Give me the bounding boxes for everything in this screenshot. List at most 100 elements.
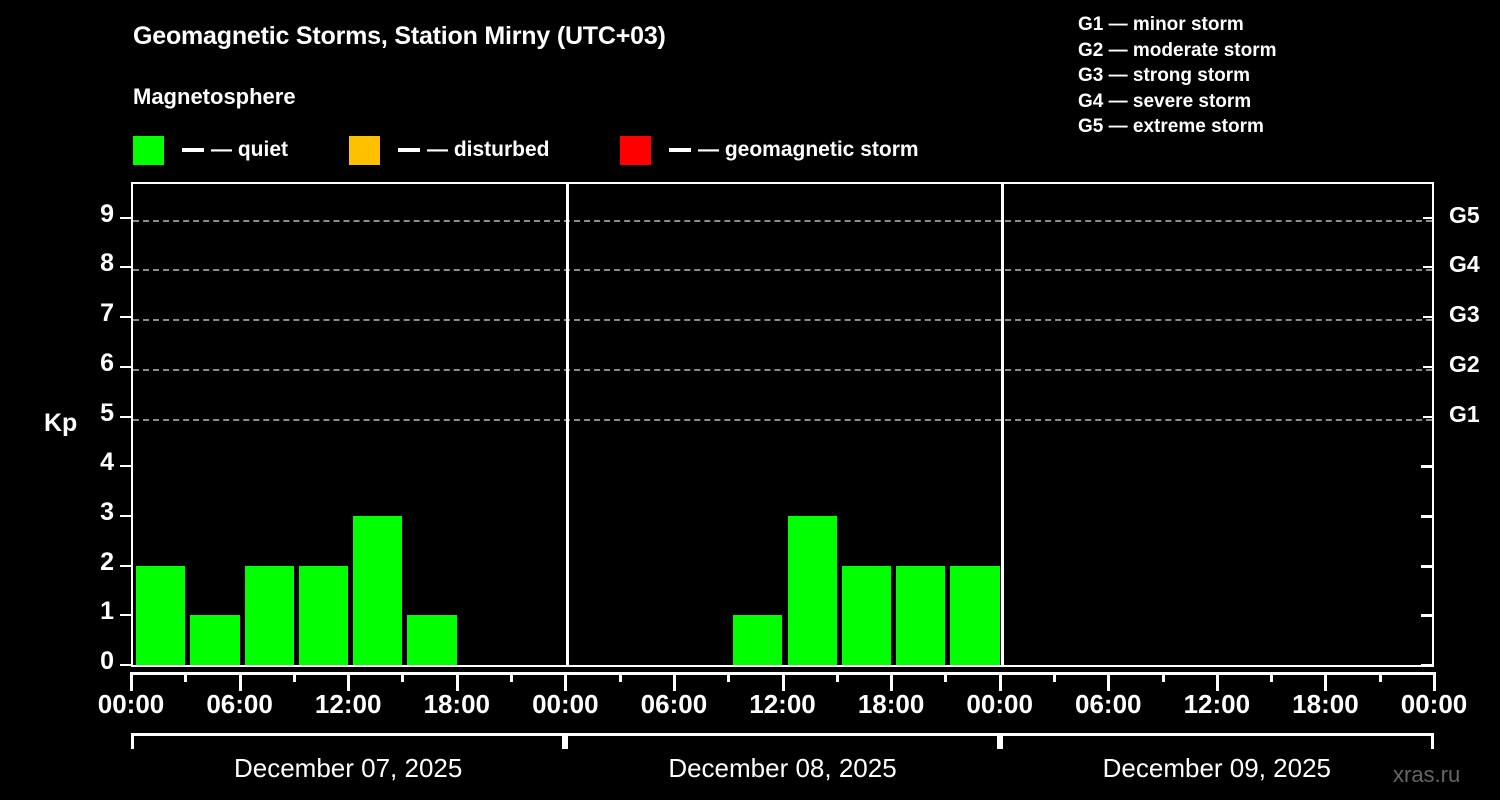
bar (787, 515, 837, 665)
x-tick-label: 06:00 (206, 689, 273, 719)
g-minor-tick-mark (1421, 564, 1434, 568)
g-tick-label-G5: G5 (1449, 201, 1480, 228)
x-tick-label: 18:00 (423, 689, 491, 719)
bar (353, 515, 403, 665)
gridline-kp-5 (133, 418, 1432, 421)
x-tick-label: 12:00 (749, 689, 816, 719)
x-tick-major (564, 672, 568, 691)
gscale-line-g1: G1 — minor storm (1078, 14, 1244, 35)
g-minor-tick-mark (1421, 514, 1434, 518)
g-tick-label-G2: G2 (1449, 350, 1480, 377)
legend-entry-storm: — geomagnetic storm (620, 133, 919, 167)
y-tick-mark (120, 266, 131, 269)
x-tick-minor (1161, 672, 1165, 682)
bar (190, 615, 240, 665)
storm-color-swatch-icon (620, 135, 651, 165)
x-tick-major (998, 672, 1002, 691)
x-tick-label: 18:00 (1292, 689, 1359, 719)
x-tick-label: 06:00 (640, 689, 708, 719)
x-tick-minor (401, 672, 405, 682)
x-tick-minor (292, 672, 296, 682)
gridline-kp-7 (133, 319, 1432, 322)
x-tick-minor (1052, 672, 1056, 682)
x-tick-major (1433, 672, 1436, 691)
gscale-line-g2: G2 — moderate storm (1078, 39, 1277, 61)
bar (298, 565, 349, 665)
x-tick-label: 12:00 (314, 689, 382, 719)
y-tick-label-4: 4 (100, 448, 114, 477)
page-title: Geomagnetic Storms, Station Mirny (UTC+0… (133, 22, 666, 50)
date-bracket (999, 733, 1434, 749)
x-tick-minor (184, 672, 188, 682)
y-tick-label-1: 1 (100, 597, 114, 626)
g-tick-label-G1: G1 (1449, 400, 1480, 427)
x-tick-minor (1270, 672, 1274, 682)
y-tick-mark (120, 514, 131, 517)
legend-dash-icon (398, 148, 420, 152)
x-tick-minor (618, 672, 622, 682)
g-tick-label-G4: G4 (1449, 251, 1480, 278)
y-tick-label-6: 6 (100, 348, 114, 377)
y-tick-label-5: 5 (100, 398, 114, 427)
watermark: xras.ru (1393, 762, 1461, 787)
y-tick-label-8: 8 (100, 249, 114, 278)
date-label: December 08, 2025 (668, 753, 897, 783)
bar (407, 615, 457, 665)
g-tick-mark (1423, 266, 1434, 269)
y-tick-label-3: 3 (100, 497, 114, 526)
g-tick-mark (1423, 216, 1434, 219)
gridline-kp-9 (133, 219, 1432, 222)
y-tick-label-7: 7 (100, 299, 114, 328)
gscale-line-g5: G5 — extreme storm (1078, 116, 1264, 137)
x-tick-major (672, 672, 676, 691)
plot-inner (133, 184, 1432, 665)
y-tick-mark (120, 465, 131, 468)
bar (950, 565, 1000, 665)
date-bracket (565, 733, 1000, 749)
bar (896, 565, 946, 665)
x-tick-label: 12:00 (1183, 689, 1251, 719)
x-tick-label: 00:00 (966, 689, 1033, 719)
date-label: December 09, 2025 (1102, 753, 1332, 783)
x-tick-label: 06:00 (1075, 689, 1142, 719)
g-minor-tick-mark (1421, 465, 1434, 469)
y-tick-mark (120, 216, 131, 219)
y-tick-mark (120, 564, 131, 567)
g-tick-mark (1423, 316, 1434, 319)
y-tick-label-0: 0 (100, 647, 114, 675)
legend-dash-icon (182, 148, 204, 152)
gscale-legend: G1 — minor storm G2 — moderate storm G3 … (1078, 12, 1277, 140)
gscale-line-g3: G3 — strong storm (1078, 65, 1251, 86)
gscale-line-g4: G4 — severe storm (1078, 90, 1252, 112)
x-tick-major (455, 672, 459, 691)
g-tick-mark (1423, 365, 1434, 368)
x-tick-label: 00:00 (1400, 689, 1468, 719)
y-tick-mark (120, 365, 131, 368)
legend-label-storm: — geomagnetic storm (698, 138, 919, 161)
x-tick-label: 00:00 (97, 689, 165, 719)
x-tick-major (130, 672, 133, 691)
plot-area (131, 182, 1434, 667)
x-tick-minor (835, 672, 839, 682)
y-tick-mark (120, 664, 131, 666)
quiet-color-swatch-icon (133, 135, 164, 165)
y-tick-label-9: 9 (100, 199, 114, 228)
gridline-kp-6 (133, 368, 1432, 371)
disturbed-color-swatch-icon (349, 135, 380, 165)
x-tick-major (238, 672, 242, 691)
y-tick-mark (120, 614, 131, 617)
g-minor-tick-mark (1421, 614, 1434, 618)
day-separator (1000, 184, 1004, 665)
x-tick-major (1324, 672, 1328, 691)
legend-label-quiet: — quiet (211, 138, 288, 161)
g-tick-label-G3: G3 (1449, 301, 1480, 328)
x-tick-minor (1378, 672, 1382, 682)
bar (841, 565, 892, 665)
g-tick-mark (1423, 415, 1434, 418)
date-bracket (131, 733, 566, 749)
x-tick-major (890, 672, 894, 691)
y-tick-label-2: 2 (100, 547, 114, 576)
x-tick-major (781, 672, 785, 691)
y-axis-label: Kp (44, 409, 78, 437)
x-tick-minor (727, 672, 731, 682)
